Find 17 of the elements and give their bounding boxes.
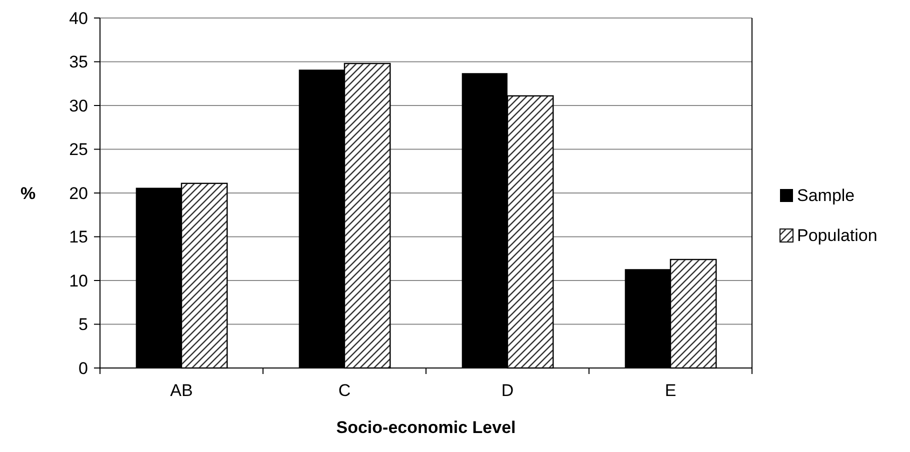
y-tick-label: 35: [69, 52, 88, 72]
y-tick-label: 20: [69, 184, 88, 203]
y-tick-label: 0: [78, 358, 88, 378]
x-tick-label: AB: [170, 381, 193, 400]
y-tick-label: 10: [69, 271, 88, 290]
x-tick-label: E: [664, 381, 676, 400]
x-axis-title: Socio-economic Level: [336, 418, 516, 437]
legend-label: Population: [797, 226, 878, 245]
y-tick-label: 15: [69, 228, 88, 247]
x-tick-label: C: [338, 381, 351, 400]
y-tick-label: 30: [69, 96, 88, 116]
y-tick-label: 25: [69, 140, 88, 160]
y-axis-title: %: [20, 184, 36, 203]
y-tick-label: 40: [69, 8, 88, 28]
y-tick-label: 5: [78, 315, 88, 334]
legend-label: Sample: [797, 186, 855, 205]
x-tick-label: D: [501, 381, 514, 400]
